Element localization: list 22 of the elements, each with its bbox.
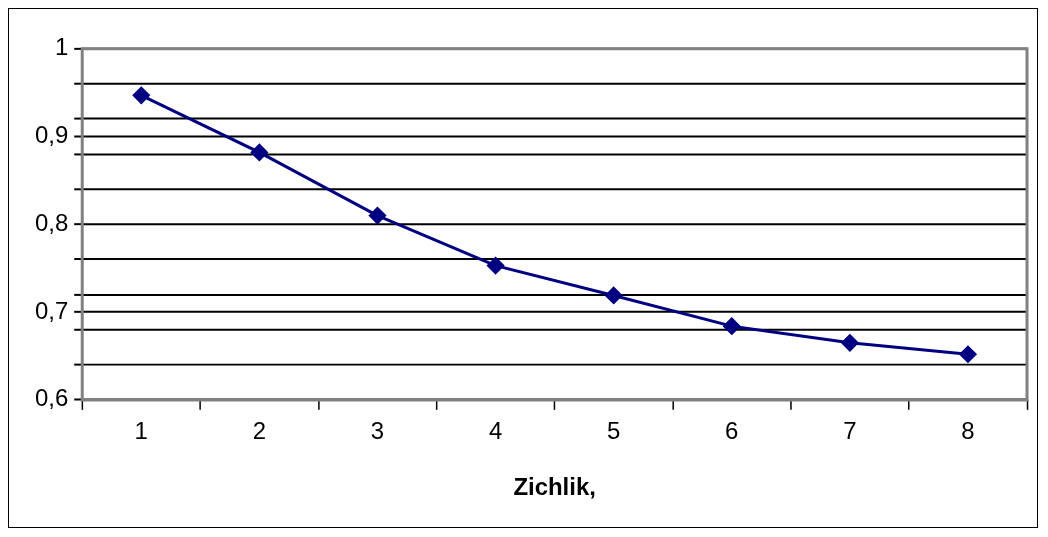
- x-tick-label: 1: [134, 416, 148, 444]
- x-tick-label: 5: [607, 416, 621, 444]
- x-tick-label: 3: [370, 416, 385, 444]
- point: [841, 334, 859, 352]
- point: [368, 207, 386, 225]
- x-tick-label: 2: [252, 416, 267, 444]
- x-axis-title: Zichlik,: [513, 473, 596, 501]
- point: [132, 86, 150, 104]
- y-tick-label: 1: [54, 33, 69, 61]
- x-tick-label: 7: [843, 416, 857, 444]
- y-tick-label: 0,6: [34, 384, 69, 412]
- x-tick-label: 6: [725, 416, 739, 444]
- point: [959, 345, 977, 363]
- y-tick-label: 0,9: [34, 121, 69, 149]
- y-tick-label: 0,7: [34, 296, 69, 324]
- point: [250, 143, 268, 161]
- y-tick-label: 0,8: [34, 208, 69, 236]
- point: [723, 317, 741, 335]
- point: [605, 286, 623, 304]
- x-tick-label: 4: [488, 416, 503, 444]
- x-tick-label: 8: [961, 416, 975, 444]
- point: [487, 257, 505, 275]
